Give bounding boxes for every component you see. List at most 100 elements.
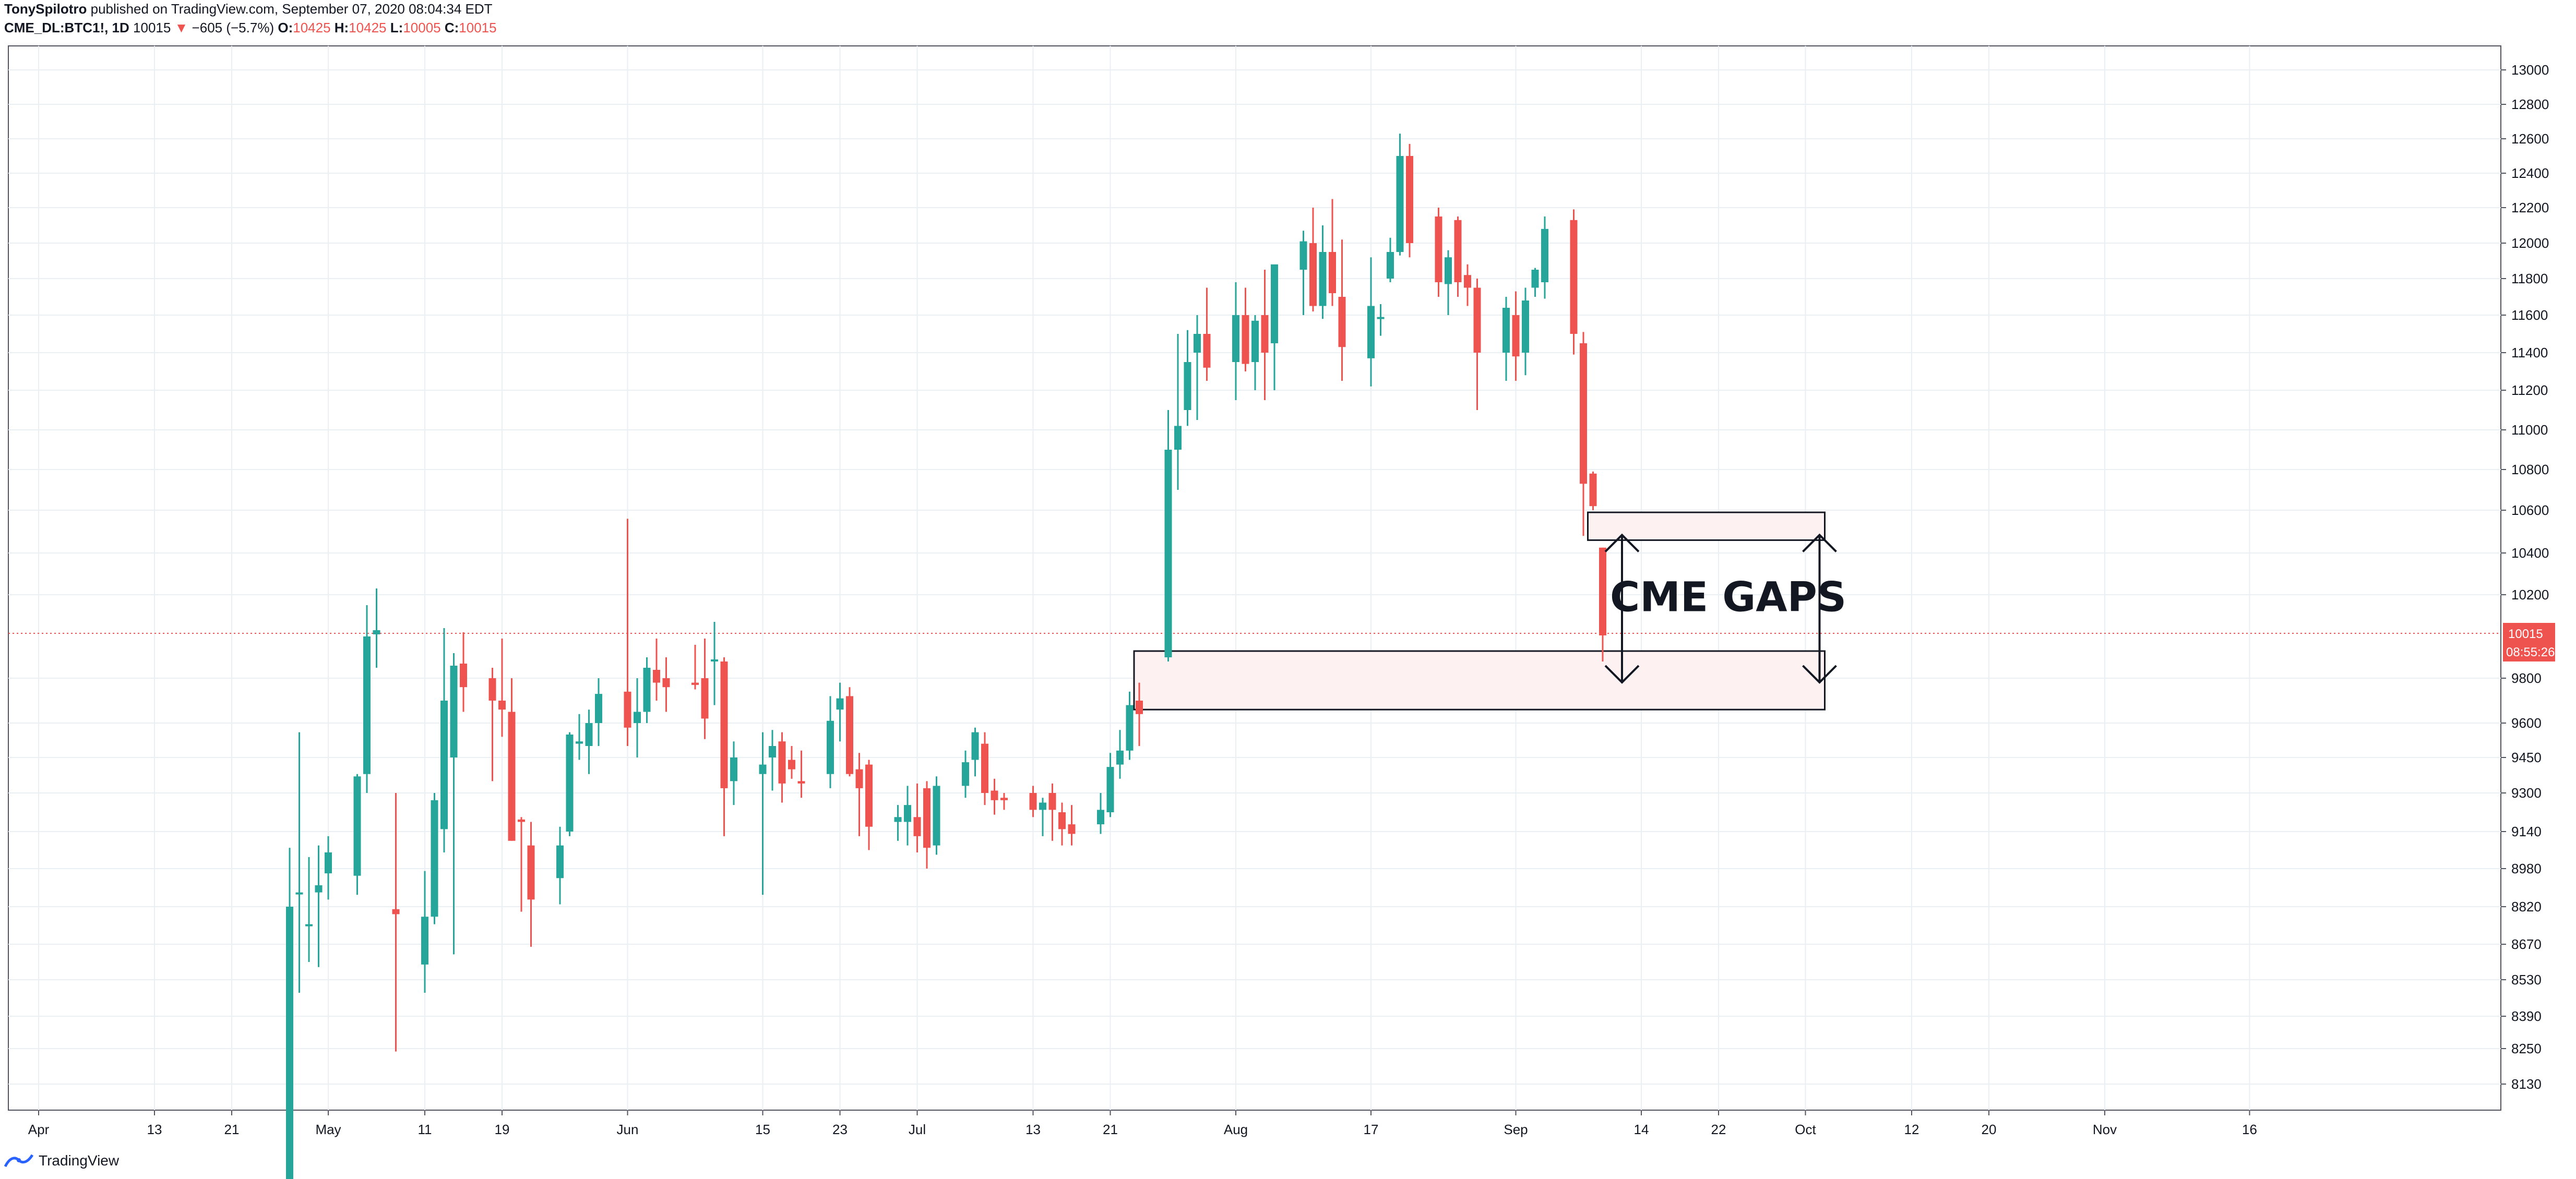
candle-body[interactable] [1097,810,1104,825]
candle-body[interactable] [1502,308,1510,353]
candle-body[interactable] [827,720,834,774]
candle-body[interactable] [440,701,448,829]
candle-body[interactable] [788,760,795,769]
cme-gap-box[interactable] [1587,511,1826,541]
candle-body[interactable] [1435,216,1442,282]
candle-body[interactable] [691,682,699,685]
candle-body[interactable] [1396,156,1404,252]
candle-body[interactable] [923,788,931,848]
candle-body[interactable] [720,661,728,788]
candle-body[interactable] [1203,334,1211,368]
candle-body[interactable] [363,636,371,774]
candle-body[interactable] [1271,264,1278,343]
plot-area[interactable] [8,45,2501,1111]
candle-body[interactable] [653,670,660,683]
candle-body[interactable] [1338,297,1346,347]
candle-body[interactable] [711,659,718,661]
candle-body[interactable] [373,630,380,634]
candle-body[interactable] [576,741,583,744]
candle-body[interactable] [1029,793,1037,810]
candle-body[interactable] [1580,343,1587,484]
candle-body[interactable] [971,732,979,760]
candle-body[interactable] [846,696,853,774]
candle-body[interactable] [585,723,593,746]
candle-body[interactable] [759,764,767,774]
candle-body[interactable] [1106,767,1114,812]
candle-body[interactable] [1136,701,1143,714]
candle-body[interactable] [836,698,844,710]
candle-body[interactable] [634,712,641,724]
tradingview-brand[interactable]: TradingView [39,1152,120,1169]
candle-body[interactable] [595,694,602,723]
candle-body[interactable] [1473,287,1481,353]
candle-body[interactable] [488,678,496,701]
candle-body[interactable] [518,819,525,822]
candle-body[interactable] [1387,252,1394,279]
candle-body[interactable] [1164,450,1172,657]
candle-body[interactable] [421,917,428,965]
candle-body[interactable] [1261,315,1269,353]
candle-body[interactable] [1329,252,1336,293]
candle-body[interactable] [778,741,786,784]
candle-body[interactable] [1039,802,1046,810]
candle-body[interactable] [431,800,438,917]
candle-body[interactable] [1367,306,1375,358]
candle-body[interactable] [904,805,911,822]
candle-body[interactable] [1194,334,1201,353]
candle-body[interactable] [855,769,863,788]
candle-body[interactable] [1251,320,1259,362]
candle-body[interactable] [1531,270,1539,288]
candle-body[interactable] [508,712,516,841]
candle-body[interactable] [1445,257,1452,284]
candle-body[interactable] [1116,750,1124,765]
candle-body[interactable] [1589,473,1597,507]
candle-body[interactable] [498,701,506,710]
candle-body[interactable] [894,817,902,822]
candle-body[interactable] [1048,793,1056,810]
candle-body[interactable] [1522,300,1529,353]
candle-body[interactable] [730,757,737,781]
candle-body[interactable] [1541,228,1548,282]
candle-body[interactable] [1454,220,1462,282]
candle-body[interactable] [981,743,988,793]
candle-body[interactable] [1068,824,1076,834]
candle-body[interactable] [797,781,805,784]
candle-body[interactable] [1377,317,1385,319]
candle-body[interactable] [865,764,873,827]
candle-body[interactable] [913,817,921,836]
candle-body[interactable] [1464,275,1471,288]
candle-body[interactable] [1000,798,1008,800]
candle-body[interactable] [353,776,361,876]
candle-body[interactable] [933,786,940,846]
candle-body[interactable] [1242,315,1249,364]
publisher-name[interactable]: TonySpilotro [4,1,87,17]
candle-body[interactable] [1599,547,1606,635]
candle-body[interactable] [1058,812,1066,829]
candle-body[interactable] [527,845,535,900]
candle-body[interactable] [643,668,651,712]
candle-body[interactable] [1570,220,1578,334]
candle-body[interactable] [305,924,313,927]
candle-body[interactable] [1174,426,1182,450]
candle-body[interactable] [1512,315,1520,357]
candle-body[interactable] [769,746,776,757]
candle-body[interactable] [556,845,564,879]
candle-body[interactable] [460,664,467,688]
candle-body[interactable] [450,666,458,757]
candle-body[interactable] [962,762,969,786]
candle-body[interactable] [1126,705,1134,751]
candle-body[interactable] [325,852,332,874]
candle-body[interactable] [286,907,293,1179]
candle-body[interactable] [624,691,631,728]
candle-body[interactable] [1309,243,1317,306]
candle-body[interactable] [392,909,400,915]
candle-body[interactable] [566,735,574,832]
candle-body[interactable] [662,678,670,688]
candle-body[interactable] [295,892,303,895]
candle-body[interactable] [315,885,323,893]
candle-body[interactable] [1184,362,1191,410]
candle-body[interactable] [1406,156,1413,243]
candle-body[interactable] [1232,315,1239,362]
candle-body[interactable] [991,790,998,800]
